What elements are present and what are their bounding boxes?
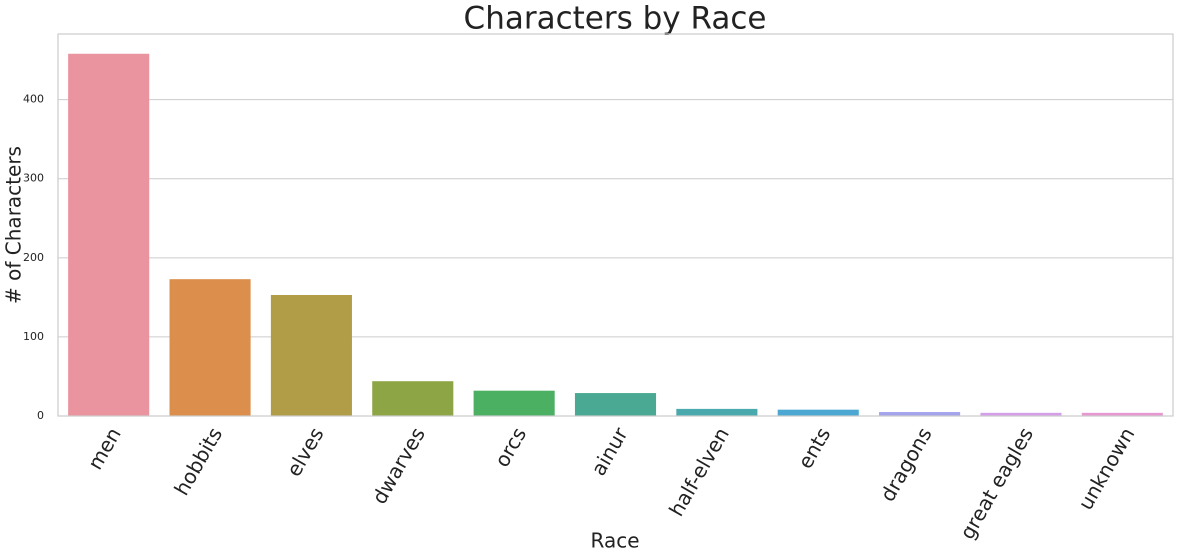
y-tick-label: 100 — [23, 330, 44, 343]
bar — [270, 294, 352, 416]
bar — [169, 279, 251, 416]
x-axis-label: Race — [590, 529, 639, 553]
bar — [676, 408, 758, 416]
bar — [879, 412, 961, 416]
bar — [1081, 412, 1163, 416]
x-tick-label: dragons — [875, 423, 936, 505]
bar — [777, 409, 859, 416]
bar — [372, 381, 454, 416]
chart-title: Characters by Race — [464, 1, 767, 37]
x-tick-label: elves — [282, 423, 329, 480]
bar — [980, 412, 1062, 416]
x-tick-label: ents — [793, 423, 835, 472]
x-tick-label: hobbits — [169, 423, 227, 499]
x-tick-label: ainur — [586, 423, 633, 480]
bar — [68, 53, 150, 417]
y-tick-label: 400 — [23, 93, 44, 106]
bar — [473, 390, 555, 416]
y-axis-label: # of Characters — [2, 146, 26, 304]
y-tick-label: 300 — [23, 172, 44, 185]
x-tick-label: men — [83, 423, 126, 474]
y-tick-label: 200 — [23, 251, 44, 264]
plot-frame — [57, 33, 1174, 417]
x-tick-label: orcs — [490, 423, 532, 471]
x-tick-label: dwarves — [367, 423, 430, 508]
x-tick-label: unknown — [1073, 423, 1139, 514]
bar — [574, 393, 657, 416]
x-tick-label: great eagles — [955, 423, 1038, 543]
y-tick-label: 0 — [37, 409, 44, 422]
x-tick-label: half-elven — [664, 423, 734, 520]
